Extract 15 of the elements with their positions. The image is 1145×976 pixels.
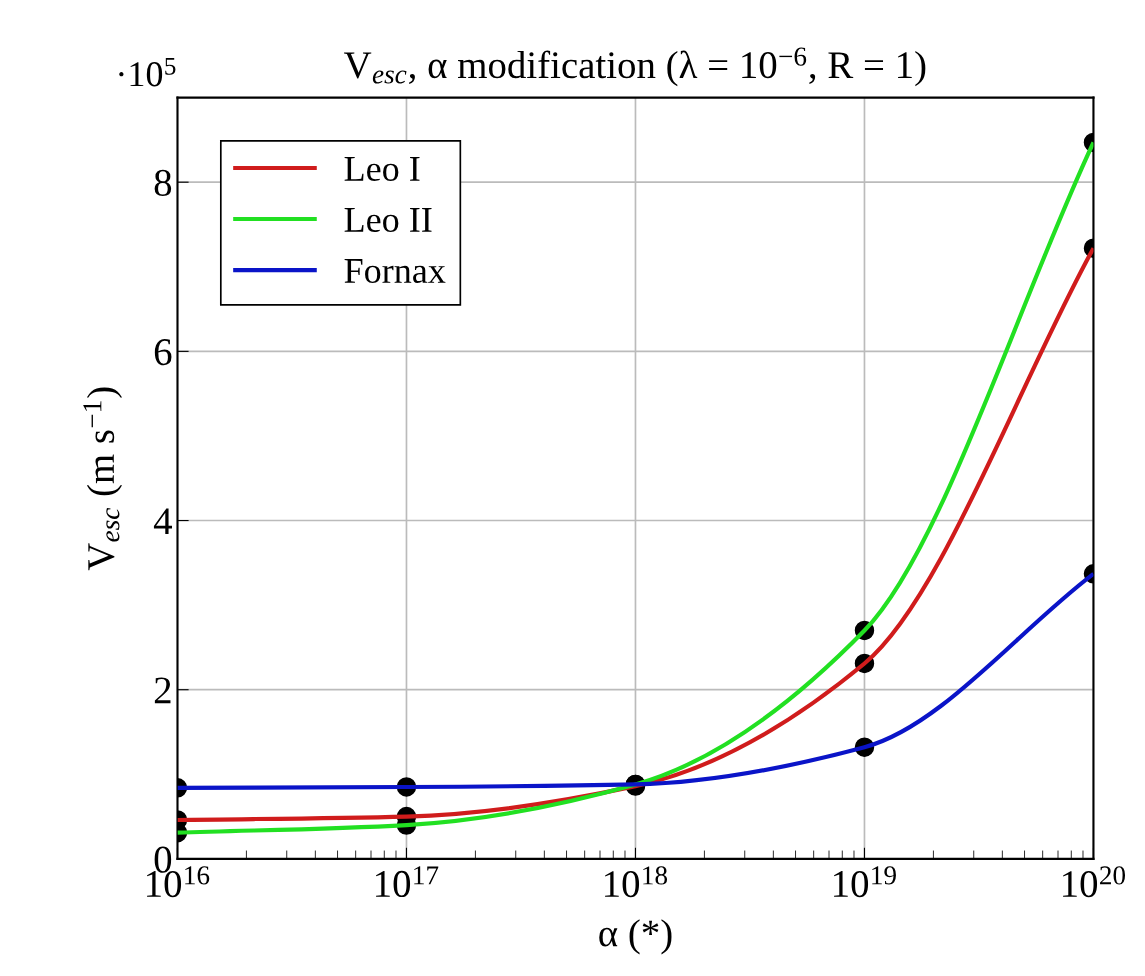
legend-label: Fornax xyxy=(344,259,446,284)
x-tick-label: 10$^{20}$ xyxy=(1063,866,1126,898)
text: ·10$^{5}$ xyxy=(119,57,176,87)
x-tick-label: 10$^{19}$ xyxy=(834,866,896,898)
y-tick-label: 6 xyxy=(154,339,172,366)
legend-label: Leo I xyxy=(344,157,420,182)
y-axis-title: V$_{esc}$ (m s$^{−1}$) xyxy=(83,387,123,571)
chart-title: V$_{esc}$, α modification (λ = 10$^{−6}$, R = 1) xyxy=(344,47,926,87)
x-tick-label: 10$^{18}$ xyxy=(605,866,668,898)
x-tick-label: 10$^{17}$ xyxy=(376,866,439,898)
y-tick-label: 8 xyxy=(154,169,172,197)
legend-label: Leo II xyxy=(344,208,432,233)
y-tick-label: 4 xyxy=(153,508,173,535)
x-axis-title: α (*) xyxy=(599,919,672,955)
y-tick-label: 2 xyxy=(154,677,171,704)
